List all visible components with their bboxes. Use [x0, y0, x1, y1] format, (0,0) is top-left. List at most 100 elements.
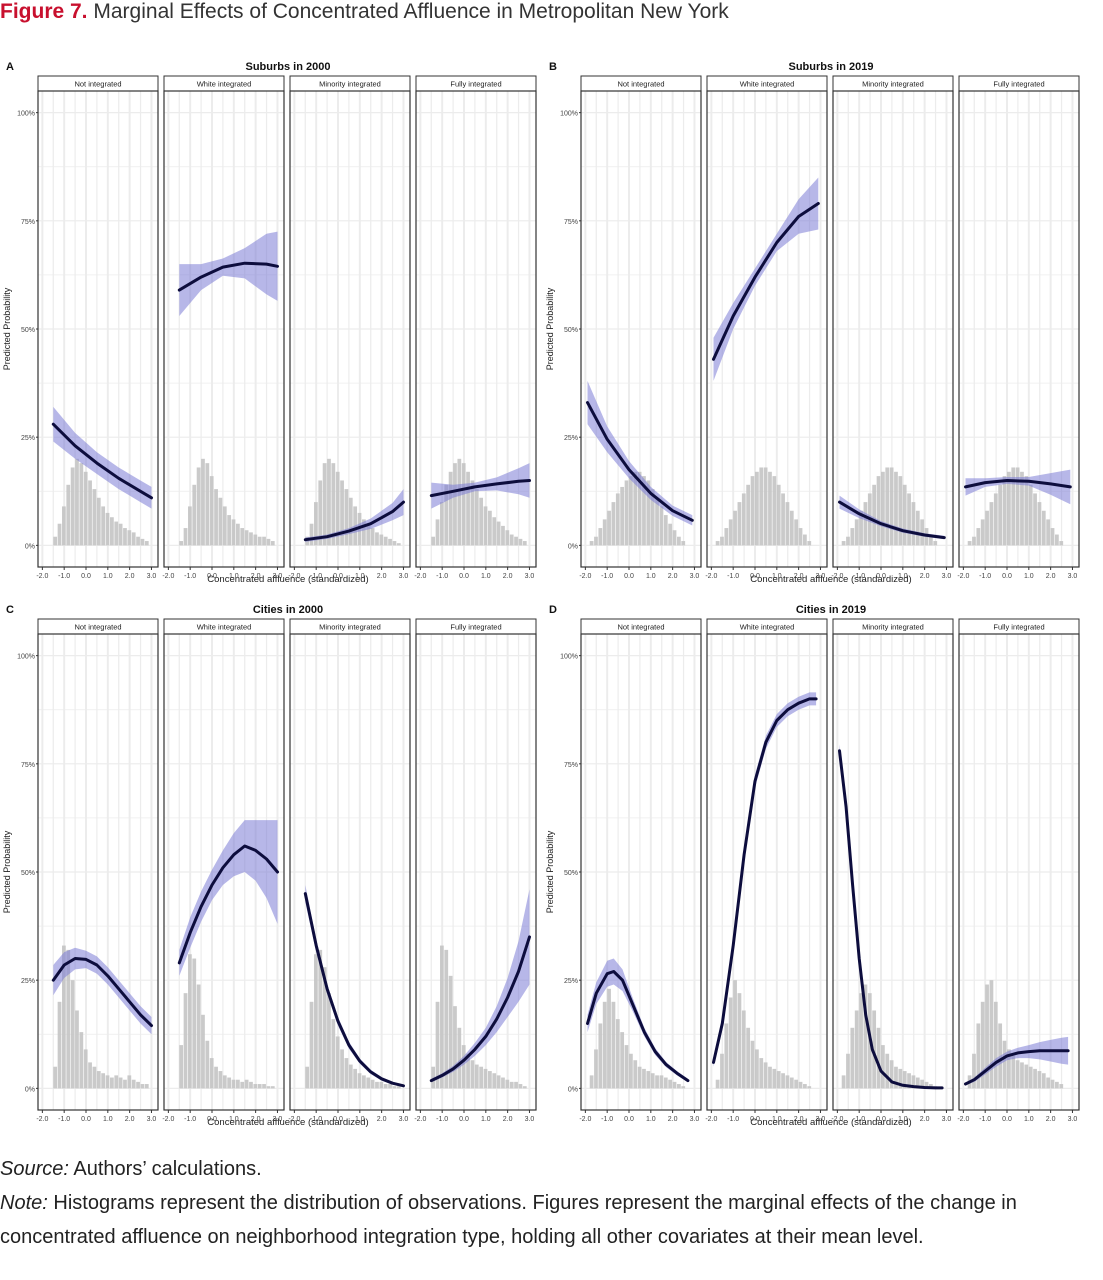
histogram-bar	[637, 471, 642, 546]
histogram-bar	[505, 530, 510, 546]
effect-line	[964, 479, 1072, 489]
y-tick-label: 50%	[564, 870, 578, 877]
facet: Fully integrated -2.0 -1.0 0.0 1.0 2.0 3.0	[414, 75, 537, 580]
histogram-bar	[854, 1010, 859, 1089]
histogram-bar	[772, 476, 777, 546]
figure-notes: Source: Authors’ calculations. Note: His…	[0, 1152, 1103, 1254]
x-tick-label: -2.0	[288, 1116, 300, 1123]
histogram-bar	[1020, 471, 1024, 546]
x-tick-label: -1.0	[58, 1116, 70, 1123]
facet: Minority integrated -2.0 -1.0 0.0 1.0 2.0 3.0	[288, 618, 411, 1123]
x-tick-label: 0.0	[81, 573, 91, 580]
histogram-bar	[841, 1075, 846, 1089]
histogram-bar	[522, 1086, 527, 1089]
source-label: Source:	[0, 1158, 69, 1180]
histogram-bar	[353, 1068, 358, 1089]
histogram-bar	[846, 536, 850, 546]
histogram-bar	[144, 541, 149, 546]
histogram-bar	[331, 463, 336, 546]
histogram-bar	[518, 1084, 523, 1089]
panel-letter: B	[549, 61, 557, 73]
histogram-bar	[192, 484, 197, 546]
histogram-bar	[672, 1081, 677, 1089]
histogram-bar	[209, 476, 214, 546]
histogram-bar	[633, 471, 638, 546]
x-tick-label: 0.0	[876, 573, 886, 580]
facet: Not integrated -2.0 -1.0 0.0 1.0 2.0 3.0	[579, 75, 702, 580]
histogram-bar	[967, 541, 972, 546]
x-tick-label: 0.0	[207, 573, 217, 580]
histogram-bar	[70, 980, 75, 1089]
histogram-bar	[270, 1086, 275, 1089]
facet: Minority integrated -2.0 -1.0 0.0 1.0 2.0 3.0	[831, 75, 954, 580]
histogram-bar	[681, 541, 686, 546]
x-tick-label: 1.0	[103, 1116, 113, 1123]
histogram-bar	[236, 1079, 240, 1089]
histogram-bar	[383, 1084, 388, 1089]
histogram-bar	[972, 536, 976, 546]
x-tick-label: -1.0	[310, 573, 322, 580]
y-tick-label: 75%	[564, 762, 578, 769]
facet-strip-label: Minority integrated	[862, 623, 924, 632]
y-tick-label: 25%	[564, 435, 578, 442]
histogram-bar	[518, 538, 523, 546]
x-tick-label: 3.0	[1068, 1116, 1078, 1123]
x-tick-label: -1.0	[979, 573, 991, 580]
facet: Minority integrated -2.0 -1.0 0.0 1.0 2.0 3.0	[288, 75, 411, 580]
histogram-bar	[624, 1045, 629, 1089]
x-tick-label: -2.0	[957, 573, 969, 580]
x-tick-label: 3.0	[690, 573, 700, 580]
histogram-bar	[1033, 1068, 1037, 1089]
y-tick-label: 50%	[21, 327, 35, 334]
histogram-bar	[318, 480, 323, 546]
histogram-bar	[453, 1006, 457, 1089]
y-axis-label: Predicted Probability	[2, 287, 12, 370]
histogram-bar	[885, 467, 890, 546]
histogram-bar	[1024, 476, 1029, 546]
histogram-bar	[244, 530, 249, 546]
histogram-bar	[902, 1071, 907, 1089]
histogram-bar	[1024, 1064, 1029, 1089]
x-tick-label: 3.0	[399, 1116, 409, 1123]
histogram-bar	[663, 515, 668, 546]
histogram-bar	[746, 484, 751, 546]
histogram-bar	[348, 497, 353, 546]
histogram-bar	[479, 497, 484, 546]
x-tick-label: -1.0	[727, 573, 739, 580]
histogram-bar	[522, 541, 527, 546]
x-tick-label: 2.0	[377, 573, 387, 580]
histogram-bar	[335, 471, 340, 546]
facet-border	[958, 90, 1080, 568]
histogram-bar	[444, 484, 449, 546]
effect-line	[51, 957, 153, 1028]
histogram-bar	[646, 1071, 651, 1089]
histogram-bar	[677, 536, 681, 546]
histogram-bar	[62, 506, 66, 546]
x-tick-label: -1.0	[853, 1116, 865, 1123]
panel-letter: D	[549, 604, 557, 616]
histogram-bar	[461, 1045, 466, 1089]
x-tick-label: 1.0	[481, 573, 491, 580]
histogram-bar	[131, 1079, 136, 1089]
y-tick-label: 50%	[564, 327, 578, 334]
histogram-bar	[720, 536, 724, 546]
histogram-bar	[750, 476, 755, 546]
facet-strip-label: Fully integrated	[450, 80, 501, 89]
histogram-bar	[253, 1084, 258, 1089]
histogram-bar	[253, 534, 258, 546]
facet: Fully integrated -2.0 -1.0 0.0 1.0 2.0 3.0	[414, 618, 537, 1123]
x-axis-label: Concentrated affluence (standardized)	[207, 574, 368, 585]
histogram-bar	[266, 538, 271, 546]
facet: Fully integrated -2.0 -1.0 0.0 1.0 2.0 3.0	[957, 618, 1080, 1123]
histogram-bar	[118, 523, 123, 546]
effect-line	[838, 749, 944, 1090]
confidence-ribbon	[587, 958, 688, 1083]
histogram-bar	[681, 1086, 686, 1089]
x-tick-label: 3.0	[690, 1116, 700, 1123]
histogram-bar	[83, 471, 88, 546]
y-tick-label: 75%	[21, 762, 35, 769]
histogram-bar	[715, 541, 720, 546]
histogram-bar	[440, 502, 444, 546]
histogram-bar	[602, 519, 607, 546]
histogram-bar	[620, 486, 625, 546]
